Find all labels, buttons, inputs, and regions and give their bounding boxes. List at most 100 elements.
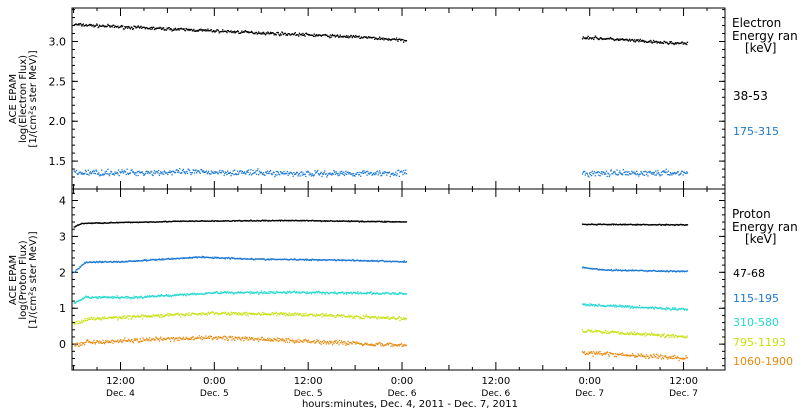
data-point [222,171,225,173]
data-point [612,224,615,226]
data-point [179,172,182,174]
data-point [684,224,686,226]
data-point [365,292,367,294]
data-point [594,35,596,37]
data-point [317,35,320,37]
data-point [322,220,324,222]
data-point [385,316,387,318]
data-point [583,266,585,269]
data-point [365,172,367,174]
data-point [398,293,400,295]
data-point [616,305,618,307]
data-point [664,271,667,273]
data-point [267,258,270,260]
data-point [146,260,148,262]
data-point [250,258,252,260]
data-point [75,344,77,346]
data-point [314,342,316,344]
data-point [209,30,211,32]
data-point [665,336,667,338]
data-point [333,315,335,317]
data-point [272,339,274,341]
data-point [601,224,603,226]
data-point [242,31,244,33]
data-point [379,221,381,223]
data-point [196,313,198,316]
data-point [153,315,156,317]
data-point [619,354,621,356]
data-point [319,314,322,316]
data-point [298,291,301,294]
data-point [685,270,687,273]
data-point [350,34,352,37]
data-point [167,173,169,176]
data-point [650,307,653,309]
data-point [632,333,634,335]
data-point [98,175,101,177]
data-point [306,33,308,36]
data-point [143,26,146,29]
data-point [108,174,111,177]
data-point [101,260,103,263]
data-point [129,297,131,299]
data-point [349,221,351,223]
data-point [612,353,615,355]
data-point [669,41,671,43]
data-point [683,270,685,272]
data-point [391,261,393,263]
data-point [334,292,336,294]
data-point [667,271,670,273]
data-point [353,220,355,222]
data-point [165,338,168,340]
data-point [399,343,401,345]
data-point [212,172,215,174]
data-point [384,293,386,295]
data-point [593,305,596,307]
data-point [140,295,142,297]
data-point [315,171,317,174]
data-point [76,173,78,175]
data-point [603,38,605,40]
data-point [240,339,242,341]
data-point [178,220,180,222]
data-point [212,220,215,222]
data-point [259,338,261,341]
data-point [253,172,255,174]
data-point [629,305,631,307]
data-point [122,297,124,299]
data-point [400,292,403,294]
data-point [586,172,588,174]
data-point [109,222,111,224]
data-point [403,172,405,174]
data-point [355,260,357,262]
data-point [122,172,125,174]
data-point [366,291,368,293]
data-point [230,291,232,293]
data-point [258,170,260,172]
data-point [263,220,265,222]
data-point [303,291,305,293]
data-point [336,314,339,316]
data-point [393,174,395,176]
data-point [98,342,100,344]
data-point [241,314,243,316]
data-point [279,291,282,293]
data-point [299,292,301,294]
data-point [182,169,184,172]
data-point [598,223,601,226]
data-point [351,173,353,175]
data-point [156,221,158,223]
data-point [386,174,388,176]
data-point [219,312,221,315]
data-point [654,40,656,43]
data-point [617,269,620,271]
data-point [615,268,617,271]
data-point [650,172,652,174]
data-point [183,220,185,222]
data-point [251,173,253,175]
data-point [139,338,141,340]
data-point [297,313,299,315]
data-point [119,171,121,173]
data-point [312,340,314,343]
data-point [610,305,612,307]
